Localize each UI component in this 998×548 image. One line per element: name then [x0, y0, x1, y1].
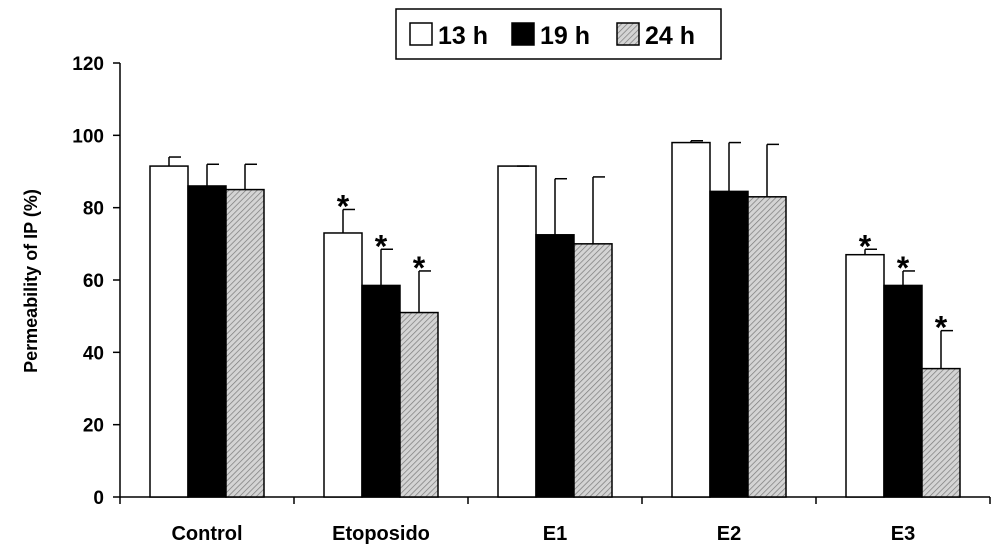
bar-e3-19h: [883, 284, 923, 498]
significance-star: *: [897, 250, 910, 286]
x-tick-label: Control: [171, 523, 242, 545]
significance-star: *: [935, 310, 948, 346]
x-tick-label: E1: [543, 523, 567, 545]
x-tick-labels: Control Etoposido E1 E2 E3: [171, 523, 915, 545]
legend-box: [395, 8, 722, 60]
y-tick-label: 80: [83, 199, 104, 220]
bar-control-13h: [149, 165, 189, 498]
y-tick-label: 60: [83, 271, 104, 292]
significance-markers: * * * * * *: [337, 188, 948, 345]
x-tick-label: E2: [717, 523, 741, 545]
bar-e3-24h: [921, 367, 961, 498]
bar-control-24h: [225, 188, 265, 498]
bar-e3-13h: [845, 253, 885, 498]
y-tick-labels: 0 20 40 60 80 100 120: [72, 54, 104, 509]
significance-star: *: [337, 188, 350, 224]
bars-group: [149, 141, 961, 498]
bar-etoposido-19h: [361, 284, 401, 498]
bar-e2-24h: [747, 196, 787, 498]
legend-label-13h: 13 h: [438, 22, 488, 50]
y-tick-label: 100: [72, 126, 104, 147]
legend-swatch-19h: [511, 22, 535, 46]
y-tick-label: 40: [83, 343, 104, 364]
bar-e1-24h: [573, 243, 613, 498]
legend-label-19h: 19 h: [540, 22, 590, 50]
bar-e1-19h: [535, 234, 575, 498]
legend: 13 h 19 h 24 h: [395, 8, 722, 60]
x-tick-label: E3: [891, 523, 915, 545]
y-tick-label: 120: [72, 54, 104, 75]
error-bars-group: [168, 140, 953, 369]
significance-star: *: [413, 250, 426, 286]
y-tick-label: 20: [83, 416, 104, 437]
bar-e2-13h: [671, 141, 711, 498]
significance-star: *: [375, 228, 388, 264]
x-tick-label: Etoposido: [332, 523, 430, 545]
legend-swatch-24h: [616, 22, 640, 46]
legend-swatch-13h: [409, 22, 433, 46]
legend-label-24h: 24 h: [645, 22, 695, 50]
y-axis-title: Permeability of IP (%): [21, 189, 41, 373]
bar-etoposido-24h: [399, 311, 439, 498]
significance-star: *: [859, 228, 872, 264]
y-tick-label: 0: [93, 488, 104, 509]
bar-e1-13h: [497, 165, 537, 498]
bar-etoposido-13h: [323, 232, 363, 498]
bar-e2-19h: [709, 190, 749, 498]
bar-control-19h: [187, 185, 227, 498]
